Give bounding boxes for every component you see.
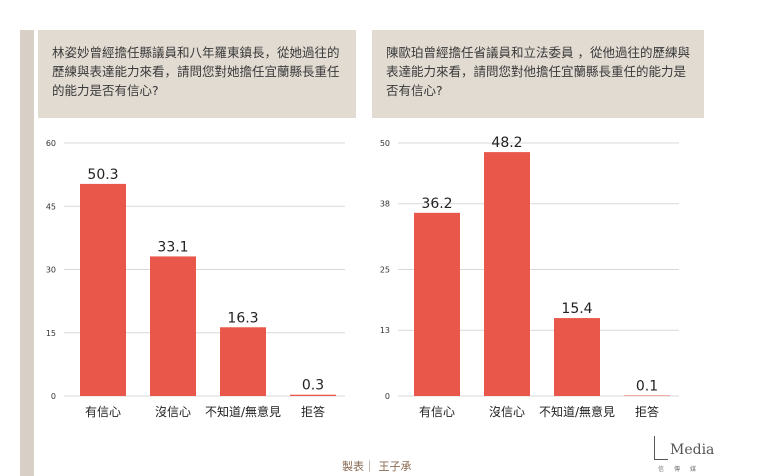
data-label: 0.3	[302, 378, 324, 394]
bar	[150, 256, 196, 396]
bar	[220, 327, 266, 396]
x-tick-label: 不知道/無意見	[539, 404, 615, 419]
bar	[484, 152, 530, 396]
x-tick-label: 拒答	[635, 404, 659, 419]
logo-word: Media	[670, 442, 715, 458]
y-tick-label: 15	[46, 329, 56, 338]
x-tick-label: 不知道/無意見	[205, 404, 281, 419]
data-label: 33.1	[157, 239, 188, 255]
data-label: 15.4	[561, 301, 592, 317]
data-label: 36.2	[421, 196, 452, 212]
question-2-text: 陳歐珀曾經擔任省議員和立法委員 ，從他過往的歷練與表達能力來看，請問您對他擔任宜…	[386, 45, 690, 98]
chart-2: 0 13 25 38 50 36.2 有信心 48.2 沒信心 15.4 不知道/無意見 0.1 拒答	[380, 135, 679, 419]
x-tick-label: 沒信心	[489, 405, 525, 419]
question-2-panel: 陳歐珀曾經擔任省議員和立法委員 ，從他過往的歷練與表達能力來看，請問您對他擔任宜…	[372, 30, 704, 118]
data-label: 16.3	[227, 310, 258, 326]
chart-1: 0 15 30 45 60 50.3 有信心 33.1 沒信心 16.3 不知道/無意見 0.3 拒答	[46, 139, 345, 419]
credit-text: 製表｜ 王子承	[342, 460, 412, 473]
bar	[554, 318, 600, 396]
y-tick-label: 0	[385, 392, 390, 401]
left-accent-bar	[20, 30, 34, 476]
y-tick-label: 0	[51, 392, 56, 401]
question-1-text: 林姿妙曾經擔任縣議員和八年羅東鎮長，從她過往的歷練與表達能力來看，請問您對她擔任…	[52, 45, 340, 98]
bar	[414, 212, 460, 396]
bar	[80, 183, 126, 396]
y-tick-label: 50	[380, 139, 390, 148]
x-tick-label: 有信心	[85, 405, 121, 419]
y-tick-label: 30	[46, 266, 56, 275]
y-tick-label: 45	[46, 202, 56, 211]
bar	[624, 395, 670, 396]
logo-sub: 信傳媒	[658, 466, 707, 473]
x-tick-label: 有信心	[419, 405, 455, 419]
y-tick-label: 25	[380, 266, 390, 275]
question-1-panel: 林姿妙曾經擔任縣議員和八年羅東鎮長，從她過往的歷練與表達能力來看，請問您對她擔任…	[38, 30, 356, 118]
x-tick-label: 沒信心	[155, 405, 191, 419]
x-tick-label: 拒答	[301, 404, 325, 419]
y-tick-label: 13	[380, 326, 390, 335]
media-logo: Media 信傳媒	[652, 436, 722, 474]
data-label: 0.1	[636, 378, 658, 394]
y-tick-label: 60	[46, 139, 56, 148]
bar	[290, 394, 336, 396]
data-label: 50.3	[87, 167, 118, 183]
y-tick-label: 38	[380, 200, 390, 209]
data-label: 48.2	[491, 135, 522, 151]
